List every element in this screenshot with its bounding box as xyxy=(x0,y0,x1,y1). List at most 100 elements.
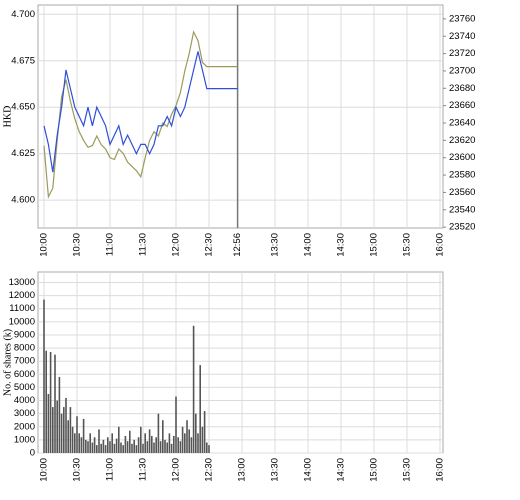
y-tick-label: 0 xyxy=(30,448,35,459)
x-tick-label: 11:00 xyxy=(105,458,116,481)
x-tick-label: 10:30 xyxy=(72,458,83,482)
volume-bar xyxy=(142,443,144,453)
volume-bar xyxy=(60,413,63,453)
y2-tick-label: 23760 xyxy=(449,13,475,24)
x-tick-label: 13:30 xyxy=(270,458,281,482)
volume-bar xyxy=(54,354,56,453)
volume-bar xyxy=(164,439,166,453)
volume-bar xyxy=(148,429,151,453)
x-tick-label: 15:30 xyxy=(402,458,413,482)
volume-bar xyxy=(67,420,69,453)
volume-bar xyxy=(159,441,162,453)
y-tick-label: 12000 xyxy=(9,290,35,301)
volume-bar xyxy=(173,435,175,453)
volume-bar xyxy=(206,442,208,453)
volume-bar xyxy=(201,426,204,453)
volume-bar xyxy=(93,437,96,453)
y2-tick-label: 23680 xyxy=(449,83,475,94)
y-tick-label: 3000 xyxy=(14,408,35,419)
volume-bar xyxy=(137,437,140,453)
x-tick-label: 14:30 xyxy=(336,458,347,482)
volume-bar xyxy=(168,433,171,453)
volume-bar xyxy=(129,430,131,453)
volume-bar xyxy=(197,433,199,453)
y-tick-label: 5000 xyxy=(14,382,35,393)
volume-bar xyxy=(74,433,76,453)
volume-bar xyxy=(49,352,52,453)
volume-bar xyxy=(76,416,78,453)
y-axis-title: HKD xyxy=(2,106,13,128)
volume-bar xyxy=(98,429,100,453)
x-tick-label: 14:00 xyxy=(303,233,314,257)
series-line xyxy=(43,51,238,173)
x-tick-label: 10:00 xyxy=(39,458,50,482)
volume-bar xyxy=(113,443,116,453)
volume-bar xyxy=(151,435,153,453)
x-tick-label: 13:00 xyxy=(237,458,248,482)
y2-tick-label: 23660 xyxy=(449,100,475,111)
volume-bar xyxy=(144,433,146,453)
volume-bar xyxy=(65,397,67,453)
x-tick-label: 15:00 xyxy=(369,458,380,482)
volume-bar xyxy=(80,437,83,453)
x-tick-label: 16:00 xyxy=(435,233,446,257)
volume-bar xyxy=(126,441,129,453)
y-tick-label: 4.600 xyxy=(11,195,35,206)
plot-area xyxy=(37,271,444,454)
volume-bar xyxy=(89,433,91,453)
volume-bar xyxy=(146,441,149,453)
volume-bar xyxy=(100,443,102,453)
y2-tick-label: 23540 xyxy=(449,204,475,215)
volume-bar xyxy=(155,437,157,453)
y-tick-label: 8000 xyxy=(14,343,35,354)
volume-bar xyxy=(140,426,142,453)
volume-bar xyxy=(157,413,160,453)
y2-tick-label: 23620 xyxy=(449,135,475,146)
y-tick-label: 2000 xyxy=(14,421,35,432)
volume-bar xyxy=(115,438,118,453)
volume-bar xyxy=(131,443,133,453)
volume-bar xyxy=(71,426,74,453)
volume-bar xyxy=(96,445,98,453)
volume-bar xyxy=(175,396,177,453)
plot-area xyxy=(37,4,444,229)
volume-bar xyxy=(186,420,188,453)
y2-tick-label: 23600 xyxy=(449,152,475,163)
volume-bar xyxy=(52,407,54,453)
volume-bar xyxy=(107,437,109,453)
y-tick-label: 6000 xyxy=(14,369,35,380)
volume-bar xyxy=(58,376,61,453)
y2-tick-label: 23640 xyxy=(449,118,475,129)
x-tick-label: 15:30 xyxy=(402,233,413,257)
x-tick-label: 11:00 xyxy=(105,233,116,256)
y-tick-label: 11000 xyxy=(9,303,35,314)
y2-tick-label: 23560 xyxy=(449,187,475,198)
x-tick-label: 11:30 xyxy=(138,458,149,481)
y-tick-label: 7000 xyxy=(14,356,35,367)
volume-bar xyxy=(188,429,190,453)
volume-bar xyxy=(133,439,135,453)
x-tick-label: 15:00 xyxy=(369,233,380,257)
y-tick-label: 4.625 xyxy=(11,148,35,159)
x-tick-label: 12:30 xyxy=(204,233,215,257)
y2-tick-label: 23700 xyxy=(449,65,475,76)
volume-bar xyxy=(104,445,107,453)
y-axis-title: No. of shares (k) xyxy=(2,329,13,396)
volume-bar xyxy=(208,445,210,453)
volume-bar xyxy=(109,441,111,453)
volume-bar xyxy=(87,441,89,453)
y2-tick-label: 23720 xyxy=(449,48,475,59)
x-tick-label: 12:30 xyxy=(204,458,215,482)
volume-bar xyxy=(199,365,201,453)
x-tick-label: 10:30 xyxy=(72,233,83,257)
volume-bar xyxy=(69,407,72,453)
x-tick-label: 10:00 xyxy=(39,233,50,257)
volume-bar xyxy=(195,413,197,453)
volume-bar xyxy=(135,445,138,453)
y-tick-label: 9000 xyxy=(14,329,35,340)
volume-bar xyxy=(153,442,155,453)
y-tick-label: 10000 xyxy=(9,316,35,327)
volume-bar xyxy=(91,442,94,453)
